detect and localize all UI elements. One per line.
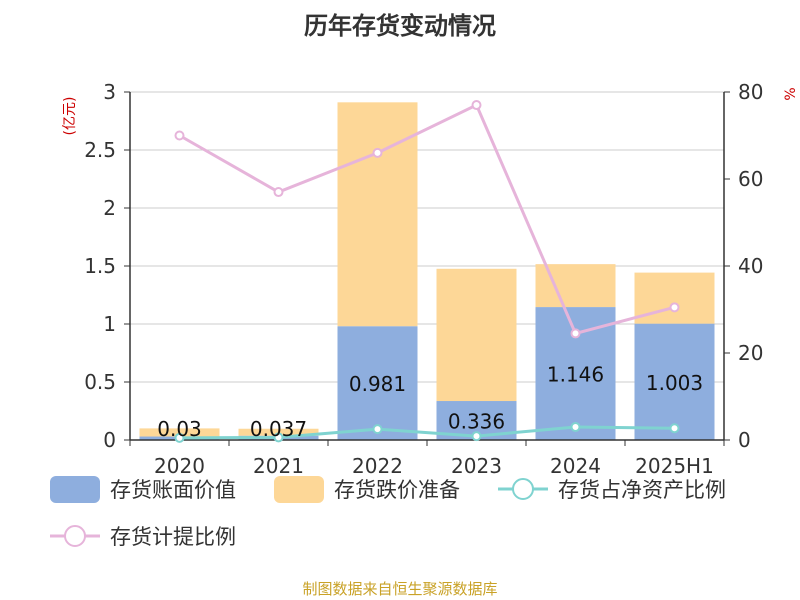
bar-impairment [238, 428, 319, 436]
legend-swatch [274, 476, 324, 503]
left-tick-label: 2.5 [84, 138, 116, 162]
left-tick-label: 1.5 [84, 254, 116, 278]
left-tick-label: 2 [103, 196, 116, 220]
x-tick-label: 2022 [352, 454, 403, 478]
x-tick-label: 2025H1 [635, 454, 714, 478]
legend-swatch [50, 476, 100, 503]
data-source-note: 制图数据来自恒生聚源数据库 [302, 580, 498, 598]
bar-impairment [139, 428, 220, 437]
point-net-asset-ratio [570, 421, 581, 432]
left-tick-label: 0 [103, 428, 116, 452]
bar-impairment [337, 102, 418, 327]
axis-layer: 0 0.5 1 1.5 2 2.5 3 0 20 40 60 80 (亿元)% 2020 2021 2022 2… [62, 80, 799, 478]
left-tick-label: 3 [103, 80, 116, 104]
bar-impairment [436, 268, 517, 402]
right-tick-label: 40 [738, 254, 763, 278]
bar-value-label: 0.981 [349, 372, 406, 396]
chart-title: 历年存货变动情况 [304, 12, 496, 40]
left-axis-unit: (亿元) [62, 97, 78, 136]
right-tick-label: 0 [738, 428, 751, 452]
legend-impairment: 存货跌价准备 [274, 476, 460, 503]
legend-label: 存货计提比例 [110, 525, 236, 549]
bar-value-label: 1.003 [646, 371, 703, 395]
x-tick-label: 2021 [253, 454, 304, 478]
line-net-asset-ratio [179, 425, 675, 440]
point-provision-ratio [174, 130, 185, 141]
x-tick-label: 2024 [550, 454, 601, 478]
legend-provision-ratio: 存货计提比例 [50, 525, 236, 549]
right-tick-label: 60 [738, 167, 763, 191]
bar-layer [139, 102, 715, 440]
legend-marker [64, 525, 86, 547]
left-tick-label: 1 [103, 312, 116, 336]
line-provision-ratio [178, 103, 675, 336]
bar-value-label: 0.037 [250, 417, 307, 441]
bar-value-label: 0.336 [448, 410, 505, 434]
bar-book-value [337, 326, 418, 440]
point-net-asset-ratio [471, 431, 482, 442]
label-layer: 0.03 0.037 0.981 0.336 1.146 1.003 [157, 363, 703, 441]
grid-layer [130, 91, 724, 383]
left-tick-label: 0.5 [84, 370, 116, 394]
point-provision-ratio [570, 328, 581, 339]
point-net-asset-ratio [174, 432, 185, 443]
x-tick-label: 2020 [154, 454, 205, 478]
legend-label: 存货跌价准备 [334, 478, 460, 502]
point-net-asset-ratio [372, 424, 383, 435]
bar-book-value [634, 323, 715, 440]
point-provision-ratio [273, 187, 284, 198]
legend-label: 存货占净资产比例 [558, 478, 726, 502]
right-tick-label: 80 [738, 80, 763, 104]
legend-marker [512, 478, 534, 500]
right-tick-label: 20 [738, 341, 763, 365]
bar-value-label: 1.146 [547, 363, 604, 387]
point-provision-ratio [669, 302, 680, 313]
legend-book-value: 存货账面价值 [50, 476, 236, 503]
legend-net-asset-ratio: 存货占净资产比例 [498, 478, 726, 502]
right-axis-unit: % [783, 87, 799, 100]
x-tick-label: 2023 [451, 454, 502, 478]
point-provision-ratio [471, 100, 482, 111]
point-net-asset-ratio [669, 423, 680, 434]
point-net-asset-ratio [273, 432, 284, 443]
point-provision-ratio [372, 147, 383, 158]
legend-label: 存货账面价值 [110, 478, 236, 502]
line-layer [174, 100, 680, 443]
bar-value-label: 0.03 [157, 417, 202, 441]
